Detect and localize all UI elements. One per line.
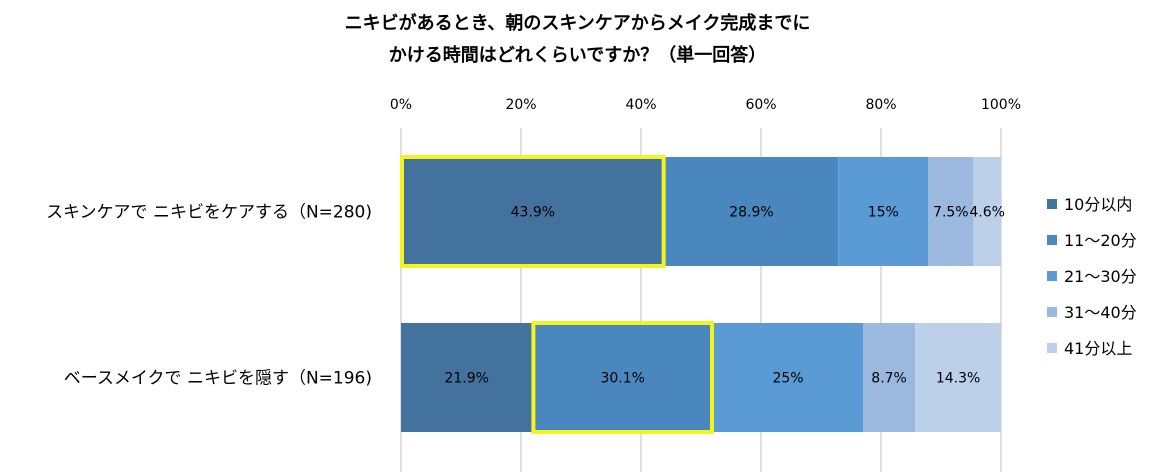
data-label: 25% — [772, 371, 803, 387]
x-tick-label: 20% — [505, 97, 536, 113]
legend-label: 11～20分 — [1064, 231, 1137, 250]
x-tick-label: 60% — [745, 97, 776, 113]
x-tick-label: 40% — [625, 97, 656, 113]
data-label: 7.5% — [933, 205, 969, 221]
data-label: 21.9% — [444, 371, 488, 387]
legend-label: 31～40分 — [1064, 303, 1137, 322]
data-label: 28.9% — [729, 205, 773, 221]
bar-segment — [664, 157, 839, 266]
bar-segment — [915, 323, 1001, 432]
legend-label: 10分以内 — [1064, 195, 1132, 214]
chart-title: ニキビがあるとき、朝のスキンケアからメイク完成までに かける時間はどれくらいです… — [0, 8, 1155, 72]
bar-segment — [838, 157, 929, 266]
chart-title-line-2: かける時間はどれくらいですか？（単一回答） — [388, 45, 767, 66]
data-label: 30.1% — [600, 371, 644, 387]
legend-swatch — [1047, 235, 1057, 245]
bar-segment — [928, 157, 974, 266]
bar-segment — [401, 323, 533, 432]
bar-segment — [532, 323, 713, 432]
data-label: 14.3% — [936, 371, 980, 387]
data-label: 8.7% — [871, 371, 907, 387]
data-label: 15% — [868, 205, 899, 221]
bar-segment — [401, 157, 665, 266]
bar-segment — [713, 323, 863, 432]
bar-segment — [973, 157, 1001, 266]
x-tick-label: 100% — [981, 97, 1021, 113]
category-label: スキンケアで ニキビをケアする（N=280) — [46, 203, 372, 223]
legend-swatch — [1047, 307, 1057, 317]
data-label: 43.9% — [511, 205, 555, 221]
bar-segment — [863, 323, 916, 432]
legend-label: 21～30分 — [1064, 267, 1137, 286]
legend-label: 41分以上 — [1064, 339, 1132, 358]
x-tick-label: 0% — [390, 97, 412, 113]
highlight-box — [400, 155, 666, 268]
x-tick-label: 80% — [865, 97, 896, 113]
category-label: ベースメイクで ニキビを隠す（N=196) — [64, 369, 372, 389]
legend-swatch — [1047, 343, 1057, 353]
data-label: 4.6% — [969, 205, 1005, 221]
legend-swatch — [1047, 271, 1057, 281]
legend-swatch — [1047, 199, 1057, 209]
chart-title-line-1: ニキビがあるとき、朝のスキンケアからメイク完成までに — [344, 13, 811, 34]
highlight-box — [531, 321, 715, 434]
